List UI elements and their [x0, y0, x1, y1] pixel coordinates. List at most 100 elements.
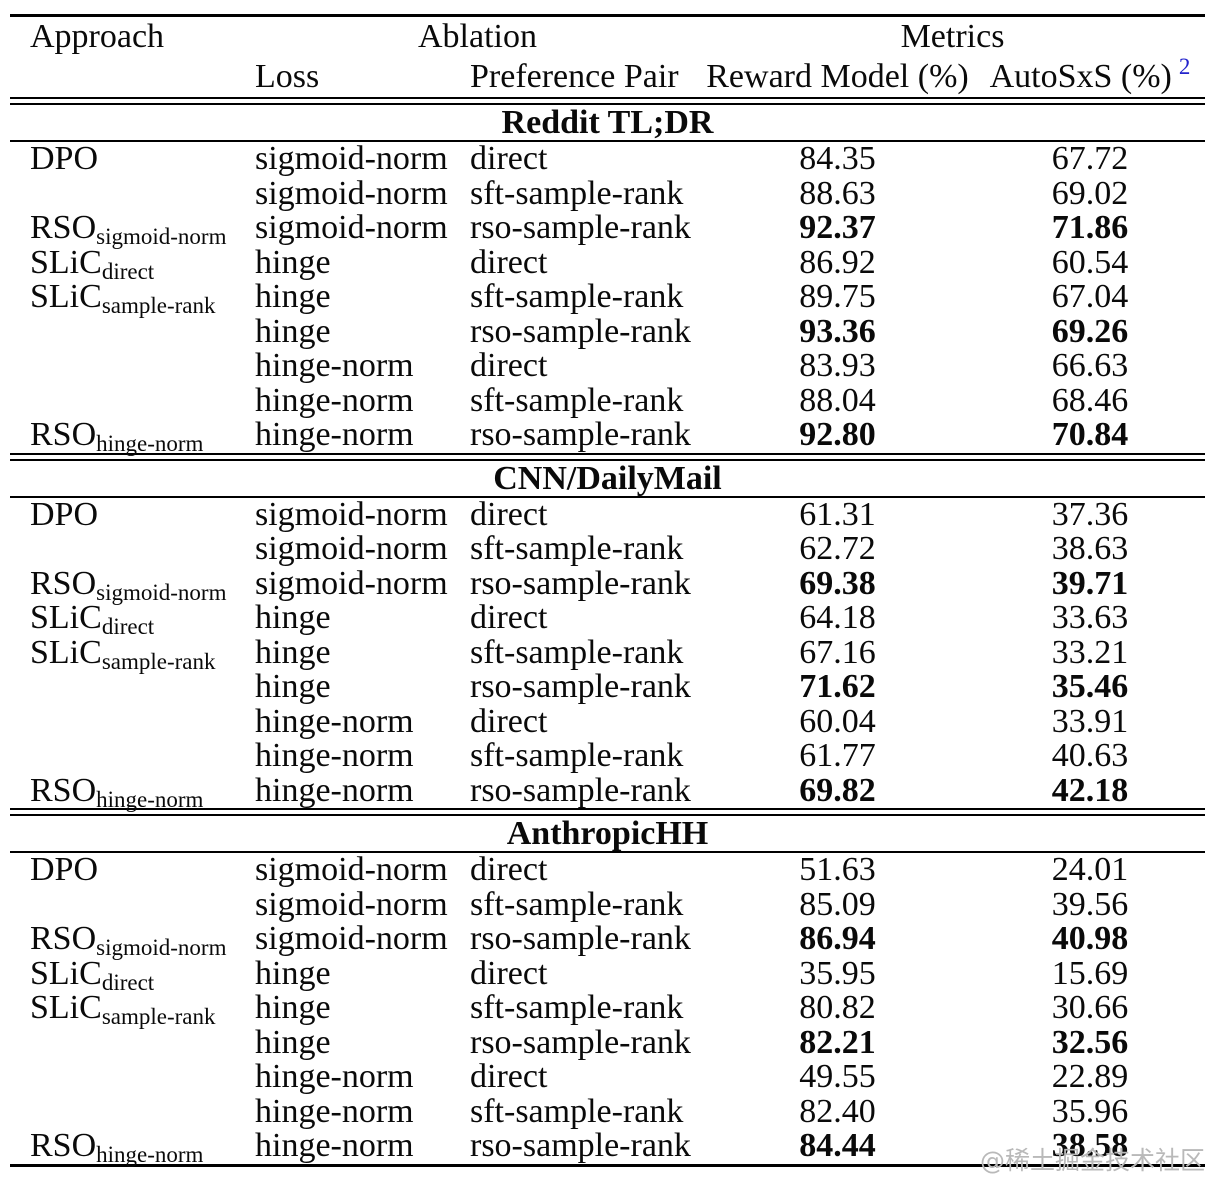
table-section: AnthropicHH DPO sigmoid-norm direct 51.6… [10, 808, 1205, 1167]
section-divider-rule [10, 452, 1205, 461]
cell-loss: sigmoid-norm [255, 920, 448, 957]
cell-preference-pair: sft-sample-rank [470, 737, 684, 774]
table-row: DPO sigmoid-norm direct 61.31 37.36 [10, 495, 1205, 533]
cell-reward-model: 84.44 [799, 1127, 876, 1164]
cell-approach: SLiCsample-rank [30, 990, 255, 1028]
approach-label: RSO [30, 564, 97, 602]
table-section: CNN/DailyMail DPO sigmoid-norm direct 61… [10, 452, 1205, 811]
cell-loss: hinge-norm [255, 381, 414, 419]
approach-subscript: direct [101, 969, 155, 995]
approach-subscript: hinge-norm [96, 1142, 204, 1167]
approach-label: SLiC [30, 243, 102, 281]
cell-autosxs: 42.18 [1051, 771, 1129, 809]
table-row: RSOsigmoid-norm sigmoid-norm rso-sample-… [10, 209, 1205, 249]
cell-loss: hinge [255, 668, 331, 705]
table-sections: Reddit TL;DR DPO sigmoid-norm direct 84.… [10, 97, 1205, 1167]
cell-preference-pair: rso-sample-rank [470, 771, 691, 809]
header-autosxs: AutoSxS (%) 2 [975, 54, 1205, 97]
table-row: RSOsigmoid-norm sigmoid-norm rso-sample-… [10, 920, 1205, 959]
table-row: SLiCdirect hinge direct 64.18 33.63 [10, 600, 1205, 638]
section-title: AnthropicHH [506, 815, 709, 852]
cell-approach [30, 1095, 255, 1130]
cell-loss: sigmoid-norm [255, 564, 448, 602]
cell-reward-model: 62.72 [799, 530, 876, 567]
approach-subscript: sigmoid-norm [96, 579, 227, 605]
cell-autosxs: 32.56 [1051, 1023, 1129, 1061]
cell-approach: SLiCsample-rank [30, 279, 255, 317]
cell-reward-model: 69.38 [799, 564, 876, 602]
cell-loss: hinge-norm [255, 416, 414, 453]
cell-approach [30, 349, 255, 384]
cell-loss: sigmoid-norm [255, 140, 448, 177]
table-row: DPO sigmoid-norm direct 84.35 67.72 [10, 140, 1205, 177]
cell-loss: sigmoid-norm [255, 174, 448, 212]
table-row: sigmoid-norm sft-sample-rank 62.72 38.63 [10, 530, 1205, 567]
table-row: hinge-norm direct 49.55 22.89 [10, 1058, 1205, 1095]
cell-reward-model: 67.16 [799, 633, 876, 671]
section-rows: DPO sigmoid-norm direct 84.35 67.72 sigm… [10, 140, 1205, 455]
ablation-table: Approach Ablation Metrics Loss Preferenc… [10, 14, 1205, 1167]
cell-autosxs: 71.86 [1051, 209, 1129, 246]
header-row-groups: Approach Ablation Metrics [10, 17, 1205, 57]
table-row: RSOhinge-norm hinge-norm rso-sample-rank… [10, 771, 1205, 811]
cell-preference-pair: direct [470, 954, 548, 992]
cell-reward-model: 92.37 [799, 209, 876, 246]
cell-reward-model: 84.35 [799, 140, 876, 177]
cell-loss: hinge-norm [255, 702, 414, 740]
approach-label: SLiC [30, 633, 102, 671]
cell-loss: sigmoid-norm [255, 530, 448, 567]
cell-preference-pair: direct [470, 1058, 548, 1095]
cell-loss: sigmoid-norm [255, 495, 448, 533]
cell-autosxs: 66.63 [1051, 347, 1129, 384]
cell-loss: sigmoid-norm [255, 885, 448, 923]
cell-loss: hinge [255, 243, 331, 281]
footnote-link[interactable]: 2 [1178, 54, 1191, 79]
cell-loss: hinge-norm [255, 737, 414, 774]
table-row: RSOhinge-norm hinge-norm rso-sample-rank… [10, 1127, 1205, 1167]
cell-approach [30, 384, 255, 419]
cell-preference-pair: rso-sample-rank [470, 668, 691, 705]
section-divider-rule [10, 808, 1205, 816]
cell-preference-pair: sft-sample-rank [470, 989, 684, 1026]
cell-approach [30, 1026, 255, 1061]
cell-autosxs: 67.72 [1051, 140, 1129, 177]
cell-reward-model: 71.62 [799, 668, 876, 705]
cell-approach: RSOhinge-norm [30, 417, 255, 455]
cell-reward-model: 61.77 [799, 737, 876, 774]
cell-autosxs: 60.54 [1051, 243, 1129, 281]
section-divider-rule [10, 97, 1205, 105]
cell-preference-pair: sft-sample-rank [470, 174, 684, 212]
section-title: Reddit TL;DR [501, 104, 714, 141]
cell-autosxs: 69.26 [1051, 312, 1129, 350]
table-row: RSOhinge-norm hinge-norm rso-sample-rank… [10, 416, 1205, 455]
header-loss: Loss [255, 58, 320, 95]
table-row: hinge rso-sample-rank 71.62 35.46 [10, 668, 1205, 705]
cell-approach: DPO [30, 497, 255, 533]
cell-loss: hinge-norm [255, 771, 414, 809]
cell-preference-pair: rso-sample-rank [470, 1023, 691, 1061]
cell-autosxs: 33.91 [1051, 702, 1129, 740]
cell-autosxs: 35.96 [1051, 1092, 1129, 1130]
cell-approach [30, 177, 255, 212]
cell-approach: RSOsigmoid-norm [30, 564, 255, 605]
cell-loss: hinge [255, 989, 331, 1026]
cell-autosxs: 33.21 [1051, 633, 1129, 671]
cell-autosxs: 38.58 [1051, 1127, 1129, 1164]
cell-approach: RSOsigmoid-norm [30, 210, 255, 249]
cell-reward-model: 69.82 [799, 771, 876, 809]
table-row: DPO sigmoid-norm direct 51.63 24.01 [10, 851, 1205, 888]
cell-autosxs: 24.01 [1051, 851, 1129, 888]
cell-approach: RSOsigmoid-norm [30, 921, 255, 959]
cell-preference-pair: sft-sample-rank [470, 530, 684, 567]
table-row: hinge rso-sample-rank 82.21 32.56 [10, 1023, 1205, 1061]
cell-loss: hinge [255, 954, 331, 992]
cell-reward-model: 89.75 [799, 278, 876, 315]
cell-autosxs: 40.98 [1051, 920, 1129, 957]
cell-reward-model: 80.82 [799, 989, 876, 1026]
cell-reward-model: 61.31 [799, 495, 876, 533]
cell-preference-pair: rso-sample-rank [470, 209, 691, 246]
approach-subscript: sigmoid-norm [96, 224, 227, 249]
cell-loss: sigmoid-norm [255, 209, 448, 246]
table-row: hinge-norm sft-sample-rank 88.04 68.46 [10, 381, 1205, 419]
cell-reward-model: 86.92 [799, 243, 876, 281]
